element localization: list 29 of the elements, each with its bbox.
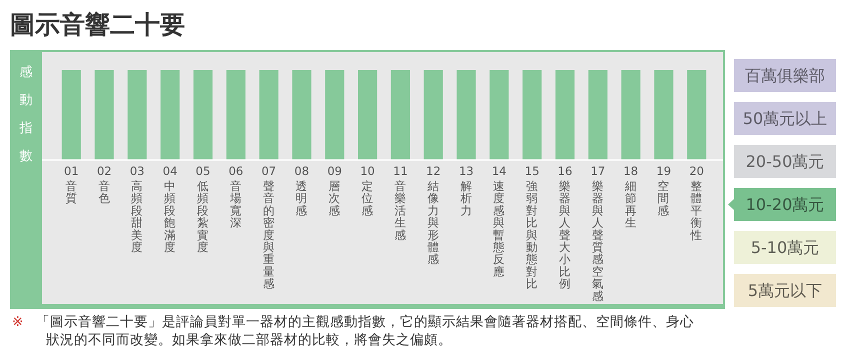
x-tick-label: 05 低頻段紮實度 bbox=[196, 164, 210, 254]
category-label: 20-50萬元 bbox=[746, 152, 824, 171]
x-tick-label: 12 結像力與形體感 bbox=[426, 164, 441, 266]
x-tick-label: 19 空間感 bbox=[656, 164, 672, 218]
x-tick-label: 09 層次感 bbox=[327, 164, 342, 218]
x-tick-label: 06 音場寬深 bbox=[228, 164, 244, 230]
category-label: 14 速度感與暫態反應 bbox=[492, 164, 506, 278]
text: ※ 「圖示音響二十要」是評論員對單一器材的主觀感動指數，它的顯示結果會隨著器材搭配、空間條件、身心狀況的不同而改變。如果拿來做二部器材的比較，將會失之偏頗。 bbox=[12, 314, 694, 348]
x-tick-label: 08 透明感 bbox=[294, 164, 310, 218]
category-label: 07 聲音的密度與重量感 bbox=[262, 164, 276, 291]
x-tick-label: 20 整體平衡性 bbox=[689, 164, 704, 242]
chart-title: 圖示音響二十要 bbox=[10, 10, 185, 39]
x-tick-label: 11 音樂活生感 bbox=[393, 164, 408, 242]
x-tick-label: 18 細節再生 bbox=[623, 164, 638, 230]
category-label: 17 樂器與人聲質感空氣感 bbox=[590, 164, 606, 303]
category-label: 16 樂器與人聲大小比例 bbox=[558, 164, 572, 291]
category-label: 百萬俱樂部 bbox=[745, 66, 825, 85]
x-tick-label: 13 解析力 bbox=[458, 164, 474, 218]
x-tick-label: 02 音色 bbox=[96, 164, 112, 206]
x-tick-label: 10 定位感 bbox=[360, 164, 375, 218]
category-label: 10-20萬元 bbox=[746, 195, 824, 214]
category-label: 15 強弱對比與動態對比 bbox=[524, 164, 540, 291]
x-tick-label: 03 高頻段甜美度 bbox=[130, 164, 145, 254]
category-label: 5-10萬元 bbox=[750, 238, 820, 257]
x-tick-label: 01 音質 bbox=[64, 164, 79, 206]
x-tick-label: 04 中頻段飽滿度 bbox=[162, 164, 178, 254]
y-axis-title: 感動指數 bbox=[18, 65, 32, 164]
category-label: 5萬元以下 bbox=[748, 281, 822, 300]
category-label: 50萬元以上 bbox=[742, 109, 828, 128]
